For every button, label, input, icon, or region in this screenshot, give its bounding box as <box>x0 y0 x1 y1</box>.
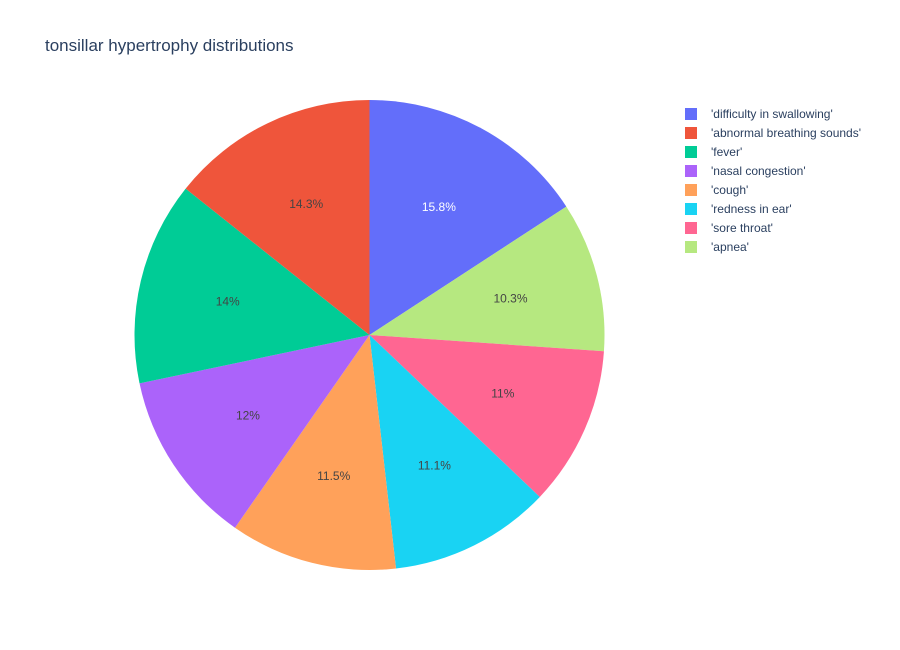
legend-item-fever[interactable]: 'fever' <box>685 145 742 159</box>
pie-slice-sore-throat[interactable] <box>369 335 604 497</box>
pie-slices <box>134 99 605 570</box>
slice-label-difficulty-in-swallowing: 15.8% <box>422 200 456 214</box>
legend-item-difficulty-in-swallowing[interactable]: 'difficulty in swallowing' <box>685 107 833 121</box>
slice-label-nasal-congestion: 12% <box>236 408 260 422</box>
legend-label: 'cough' <box>711 183 748 197</box>
slice-label-redness-in-ear: 11.1% <box>418 458 451 472</box>
legend-swatch <box>685 241 697 253</box>
legend-swatch <box>685 222 697 234</box>
legend-swatch <box>685 184 697 196</box>
legend-label: 'difficulty in swallowing' <box>711 107 833 121</box>
legend: 'difficulty in swallowing' 'abnormal brea… <box>685 107 861 254</box>
pie-slice-cough[interactable] <box>234 335 397 570</box>
legend-label: 'nasal congestion' <box>711 164 806 178</box>
legend-item-nasal-congestion[interactable]: 'nasal congestion' <box>685 164 806 178</box>
legend-item-cough[interactable]: 'cough' <box>685 183 748 197</box>
legend-swatch <box>685 165 697 177</box>
legend-item-apnea[interactable]: 'apnea' <box>685 240 749 254</box>
pie-slice-abnormal-breathing-sounds[interactable] <box>185 99 370 335</box>
pie-slice-labels: 15.8% 10.3% 11% 11.1% 11.5% 12% 14% 14.3% <box>216 197 528 483</box>
legend-swatch <box>685 127 697 139</box>
legend-swatch <box>685 108 697 120</box>
legend-item-sore-throat[interactable]: 'sore throat' <box>685 221 773 235</box>
slice-label-abnormal-breathing-sounds: 14.3% <box>289 197 323 211</box>
pie-slice-nasal-congestion[interactable] <box>139 335 370 528</box>
legend-item-redness-in-ear[interactable]: 'redness in ear' <box>685 202 792 216</box>
legend-label: 'redness in ear' <box>711 202 792 216</box>
slice-label-cough: 11.5% <box>317 469 350 483</box>
pie-slice-redness-in-ear[interactable] <box>369 335 540 569</box>
chart-title: tonsillar hypertrophy distributions <box>45 36 294 55</box>
legend-label: 'apnea' <box>711 240 749 254</box>
pie-slice-apnea[interactable] <box>369 206 605 352</box>
pie-slice-difficulty-in-swallowing[interactable] <box>369 100 567 335</box>
legend-swatch <box>685 146 697 158</box>
legend-swatch <box>685 203 697 215</box>
legend-item-abnormal-breathing-sounds[interactable]: 'abnormal breathing sounds' <box>685 126 861 140</box>
legend-label: 'fever' <box>711 145 742 159</box>
slice-label-sore-throat: 11% <box>491 387 514 401</box>
slice-label-apnea: 10.3% <box>493 291 527 305</box>
pie-slice-fever[interactable] <box>134 188 370 384</box>
legend-label: 'abnormal breathing sounds' <box>711 126 861 140</box>
slice-label-fever: 14% <box>216 294 240 308</box>
legend-label: 'sore throat' <box>711 221 773 235</box>
